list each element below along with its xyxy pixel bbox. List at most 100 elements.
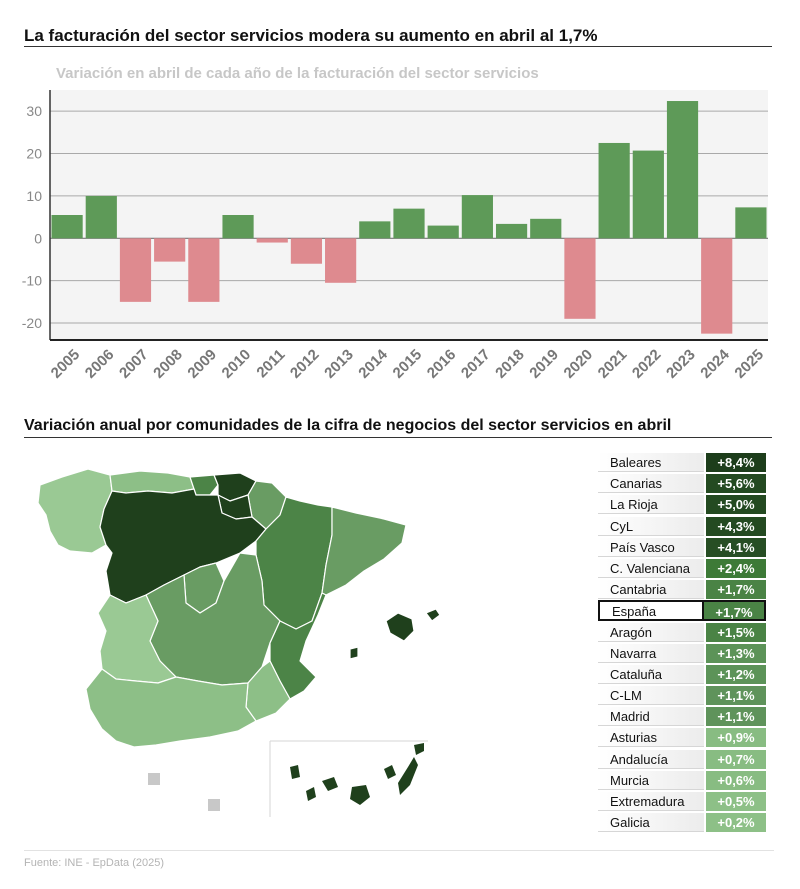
region-cataluna <box>321 506 407 596</box>
bar-2021 <box>598 142 630 239</box>
bar-2020 <box>564 238 596 319</box>
region-name: Murcia <box>598 770 704 790</box>
region-value: +1,1% <box>706 686 766 706</box>
table-row: Navarra +1,3% <box>598 643 768 664</box>
source-note: Fuente: INE - EpData (2025) <box>24 857 165 869</box>
region-value: +1,1% <box>706 707 766 727</box>
region-name: Cataluña <box>598 664 704 684</box>
region-name: Madrid <box>598 707 704 727</box>
bars <box>51 101 767 334</box>
region-name: C. Valenciana <box>598 558 704 578</box>
bar-2025 <box>735 207 767 239</box>
table-row: Asturias +0,9% <box>598 727 768 748</box>
region-value: +2,4% <box>706 558 766 578</box>
bar-2023 <box>666 101 699 239</box>
table-row: Murcia +0,6% <box>598 770 768 791</box>
section-divider <box>24 437 772 438</box>
region-name: Cantabria <box>598 580 704 600</box>
x-tick-label: 2013 <box>321 346 357 380</box>
table-row: Andalucía +0,7% <box>598 749 768 770</box>
bar-2007 <box>119 238 152 302</box>
table-row: CyL +4,3% <box>598 516 768 537</box>
melilla <box>208 799 220 811</box>
footer-divider <box>24 850 774 851</box>
table-row: Galicia +0,2% <box>598 812 768 833</box>
x-tick-label: 2019 <box>526 346 562 380</box>
x-tick-label: 2007 <box>116 346 152 380</box>
bar-2008 <box>154 238 186 262</box>
x-tick-label: 2017 <box>458 346 494 380</box>
table-row: C. Valenciana +2,4% <box>598 558 768 579</box>
bar-2009 <box>188 238 220 302</box>
section-title-regions: Variación anual por comunidades de la ci… <box>24 417 672 434</box>
bar-2012 <box>290 238 323 264</box>
table-row: Cataluña +1,2% <box>598 664 768 685</box>
region-name: C-LM <box>598 686 704 706</box>
region-value: +0,6% <box>706 770 766 790</box>
region-baleares <box>349 608 440 660</box>
region-value: +1,7% <box>706 580 766 600</box>
region-name: Navarra <box>598 643 704 663</box>
region-value: +1,2% <box>706 664 766 684</box>
canarias-inset-frame <box>269 740 428 817</box>
x-tick-label: 2011 <box>253 346 288 380</box>
region-value: +0,2% <box>706 813 766 833</box>
region-value: +5,0% <box>706 495 766 515</box>
region-asturias <box>109 470 195 494</box>
table-row: Baleares +8,4% <box>598 452 768 473</box>
x-tick-label: 2016 <box>424 346 460 380</box>
region-andalucia <box>85 668 257 748</box>
region-value: +1,3% <box>706 643 766 663</box>
bar-2011 <box>256 238 288 243</box>
x-tick-label: 2025 <box>731 346 767 380</box>
region-name: Asturias <box>598 728 704 748</box>
table-row: Madrid +1,1% <box>598 706 768 727</box>
y-tick-label: 10 <box>26 188 42 204</box>
table-row: España +1,7% <box>598 600 768 622</box>
region-galicia <box>37 468 113 554</box>
region-value: +0,9% <box>706 728 766 748</box>
bar-2017 <box>461 195 493 239</box>
chart-title: La facturación del sector servicios mode… <box>24 26 598 45</box>
x-tick-label: 2021 <box>595 346 631 380</box>
region-name: Extremadura <box>598 792 704 811</box>
x-tick-label: 2020 <box>561 346 597 380</box>
bar-2005 <box>51 215 83 239</box>
bar-chart: Variación en abril de cada año de la fac… <box>22 65 768 380</box>
y-tick-label: 30 <box>26 103 42 119</box>
x-tick-label: 2022 <box>629 346 665 380</box>
region-value: +1,7% <box>704 600 766 622</box>
region-value: +4,1% <box>706 537 766 557</box>
table-row: Canarias +5,6% <box>598 473 768 494</box>
table-row: Cantabria +1,7% <box>598 579 768 600</box>
region-name: La Rioja <box>598 495 704 515</box>
bar-2015 <box>393 208 425 239</box>
regions-table: Baleares +8,4% Canarias +5,6% La Rioja +5,0% C… <box>598 452 768 833</box>
bar-2018 <box>495 223 528 239</box>
bar-2014 <box>359 221 391 239</box>
table-row: Extremadura +0,5% <box>598 791 768 812</box>
region-value: +4,3% <box>706 516 766 536</box>
table-row: La Rioja +5,0% <box>598 494 768 515</box>
x-tick-label: 2012 <box>287 346 323 380</box>
region-value: +8,4% <box>706 453 766 472</box>
region-name: España <box>598 600 704 622</box>
y-tick-label: -20 <box>22 315 42 331</box>
region-name: Canarias <box>598 474 704 494</box>
region-name: País Vasco <box>598 537 704 557</box>
region-name: CyL <box>598 516 704 536</box>
table-row: Aragón +1,5% <box>598 622 768 643</box>
region-value: +1,5% <box>706 622 766 642</box>
bar-2016 <box>427 225 459 239</box>
region-name: Aragón <box>598 622 704 642</box>
region-name: Baleares <box>598 453 704 472</box>
x-tick-label: 2008 <box>150 346 186 380</box>
x-tick-label: 2024 <box>697 346 733 380</box>
x-tick-label: 2010 <box>219 346 255 380</box>
region-value: +0,7% <box>706 749 766 769</box>
bar-2019 <box>530 218 562 239</box>
bar-2006 <box>85 195 117 239</box>
y-tick-label: 20 <box>26 146 42 162</box>
x-tick-label: 2015 <box>390 346 426 380</box>
x-tick-label: 2014 <box>355 346 391 380</box>
